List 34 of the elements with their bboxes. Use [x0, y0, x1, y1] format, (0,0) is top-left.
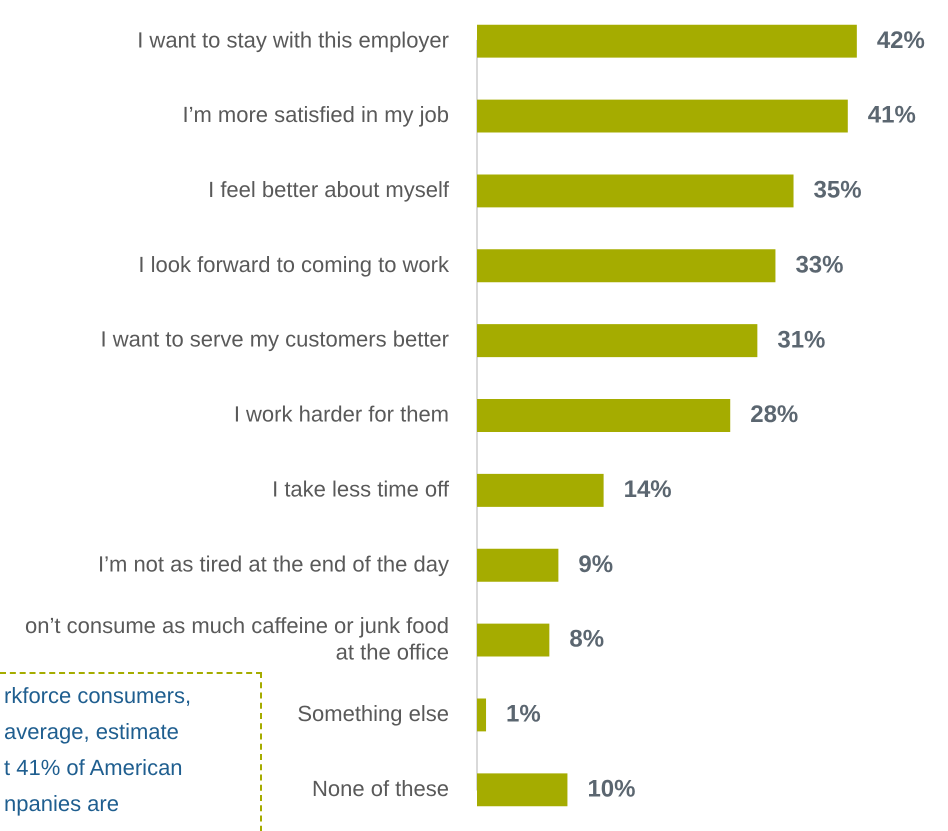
- bar: [477, 249, 776, 282]
- y-tick-label: I’m not as tired at the end of the day: [98, 551, 449, 576]
- y-tick-label: I want to stay with this employer: [137, 27, 449, 52]
- y-tick-label: I want to serve my customers better: [100, 326, 449, 352]
- bar: [477, 548, 558, 582]
- data-label: 14%: [624, 476, 672, 503]
- y-tick-label: I feel better about myself: [208, 176, 450, 202]
- bar: [477, 324, 758, 358]
- y-tick-label: on’t consume as much caffeine or junk food at the office: [25, 612, 449, 664]
- bar: [477, 698, 486, 732]
- data-label: 42%: [876, 26, 925, 54]
- data-label: 41%: [868, 102, 916, 129]
- data-label: 1%: [506, 700, 541, 728]
- data-label: 35%: [814, 176, 862, 204]
- data-label: 8%: [569, 626, 604, 653]
- y-tick-label: I’m more satisfied in my job: [182, 102, 449, 128]
- bar: [477, 100, 848, 133]
- y-tick-label: I take less time off: [272, 476, 450, 502]
- bar: [477, 174, 794, 208]
- data-label: 28%: [750, 401, 798, 428]
- y-tick-label: I look forward to coming to work: [138, 252, 450, 277]
- data-label: 31%: [777, 326, 826, 354]
- y-tick-label: Something else: [297, 701, 449, 726]
- data-label: 9%: [578, 550, 614, 578]
- y-tick-label: None of these: [312, 776, 449, 801]
- bar: [477, 624, 550, 657]
- bar: [477, 773, 568, 806]
- bar: [477, 24, 857, 58]
- bar: [477, 399, 730, 432]
- y-tick-label: I work harder for them: [234, 402, 449, 427]
- bar: [477, 474, 604, 507]
- data-label: 10%: [587, 775, 636, 802]
- callout-box: rkforce consumers, average, estimate t 41% of American npanies are: [0, 672, 262, 831]
- data-label: 33%: [795, 251, 844, 278]
